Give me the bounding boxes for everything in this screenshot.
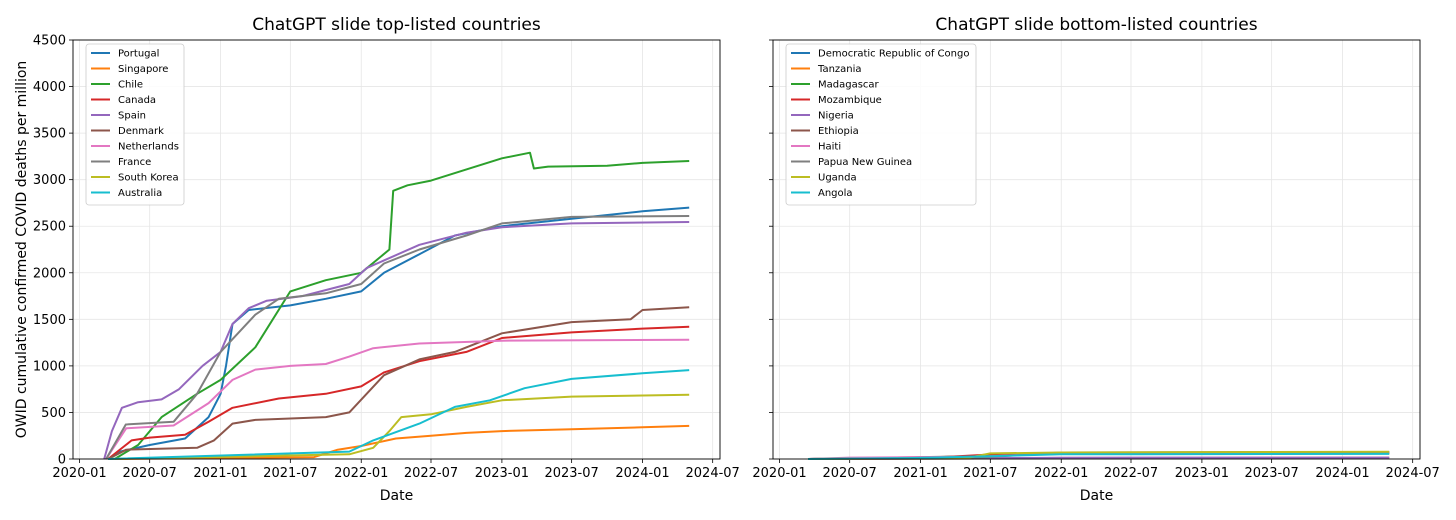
x-tick-label: 2020-07 [123, 466, 177, 481]
x-tick-label: 2022-01 [1034, 466, 1088, 481]
legend-entry: Netherlands [118, 142, 179, 153]
legend-entry: Tanzania [817, 64, 862, 75]
x-tick-label: 2021-01 [193, 466, 247, 481]
plot-frame [72, 39, 721, 460]
legend-entry: Uganda [818, 173, 857, 184]
legend-entry: Chile [118, 80, 143, 91]
legend-entry: Singapore [118, 64, 168, 75]
x-tick-label: 2021-01 [893, 466, 947, 481]
legend-entry: Angola [818, 188, 853, 199]
legend-entry: Madagascar [818, 80, 880, 91]
legend-entry: Denmark [118, 126, 164, 137]
legend-entry: Portugal [118, 49, 159, 60]
x-tick-label: 2024-07 [1386, 466, 1440, 481]
x-tick-label: 2023-07 [1244, 466, 1298, 481]
y-tick-label: 3500 [33, 127, 66, 142]
chart-title: ChatGPT slide top-listed countries [252, 15, 541, 35]
legend: Democratic Republic of Congo Tanzania Mada… [785, 43, 977, 206]
x-tick-label: 2024-01 [1315, 466, 1369, 481]
legend-entry: Haiti [818, 142, 841, 153]
series-line-angola [808, 452, 1390, 460]
y-tick-label: 0 [58, 453, 66, 468]
y-tick-label: 1500 [33, 313, 66, 328]
legend-entry: Canada [118, 95, 156, 106]
series-line-spain [103, 221, 690, 460]
y-tick-label: 1000 [33, 359, 66, 374]
chart-bottom-listed-countries: 2020-01 2020-07 2021-01 2021-07 2022-01 2022-… [752, 15, 1439, 504]
legend-entry: Papua New Guinea [818, 157, 912, 168]
x-tick-label: 2022-01 [334, 466, 388, 481]
legend-entry: France [118, 157, 151, 168]
plot-frame [772, 39, 1421, 460]
x-tick-label: 2020-01 [752, 466, 806, 481]
series-line-canada [107, 325, 690, 460]
y-tick-label: 2000 [33, 266, 66, 281]
x-axis-label: Date [380, 488, 413, 504]
legend-box [85, 43, 185, 206]
chart-title: ChatGPT slide bottom-listed countries [935, 15, 1257, 35]
series-line-denmark [107, 306, 690, 460]
series-line-france [105, 215, 690, 460]
x-tick-label: 2023-01 [1175, 466, 1229, 481]
y-axis-label: OWID cumulative confirmed COVID deaths p… [14, 61, 30, 439]
series-line-south-korea [108, 393, 690, 460]
x-tick-label: 2020-01 [52, 466, 106, 481]
y-tick-label: 4500 [33, 34, 66, 49]
legend-entry: Nigeria [818, 111, 854, 122]
y-tick-label: 2500 [33, 220, 66, 235]
chart-top-listed-countries: 0 500 1000 1500 2000 2500 3000 3500 4000 4500 2020… [14, 15, 740, 504]
x-tick-label: 2024-07 [686, 466, 740, 481]
series-lines [808, 450, 1390, 460]
series-line-netherlands [105, 338, 690, 460]
series-lines [103, 151, 690, 460]
series-line-australia [108, 369, 690, 460]
x-tick-label: 2021-07 [963, 466, 1017, 481]
series-line-chile [114, 151, 690, 460]
legend-box [785, 43, 977, 206]
x-tick-label: 2023-01 [475, 466, 529, 481]
legend-entry: Ethiopia [818, 126, 859, 137]
y-tick-label: 500 [41, 406, 66, 421]
legend-entry: South Korea [118, 173, 179, 184]
x-tick-label: 2022-07 [404, 466, 458, 481]
x-axis-label: Date [1080, 488, 1113, 504]
x-tick-label: 2022-07 [1104, 466, 1158, 481]
y-tick-label: 3000 [33, 173, 66, 188]
legend-entry: Australia [118, 188, 162, 199]
legend-entry: Mozambique [818, 95, 882, 106]
legend-entry: Democratic Republic of Congo [818, 49, 969, 60]
x-tick-label: 2024-01 [615, 466, 669, 481]
legend: Portugal Singapore Chile Canada Spain Denmark… [85, 43, 185, 206]
legend-entry: Spain [118, 111, 146, 122]
x-tick-label: 2023-07 [544, 466, 598, 481]
x-tick-label: 2021-07 [263, 466, 317, 481]
x-tick-label: 2020-07 [823, 466, 877, 481]
y-tick-label: 4000 [33, 80, 66, 95]
